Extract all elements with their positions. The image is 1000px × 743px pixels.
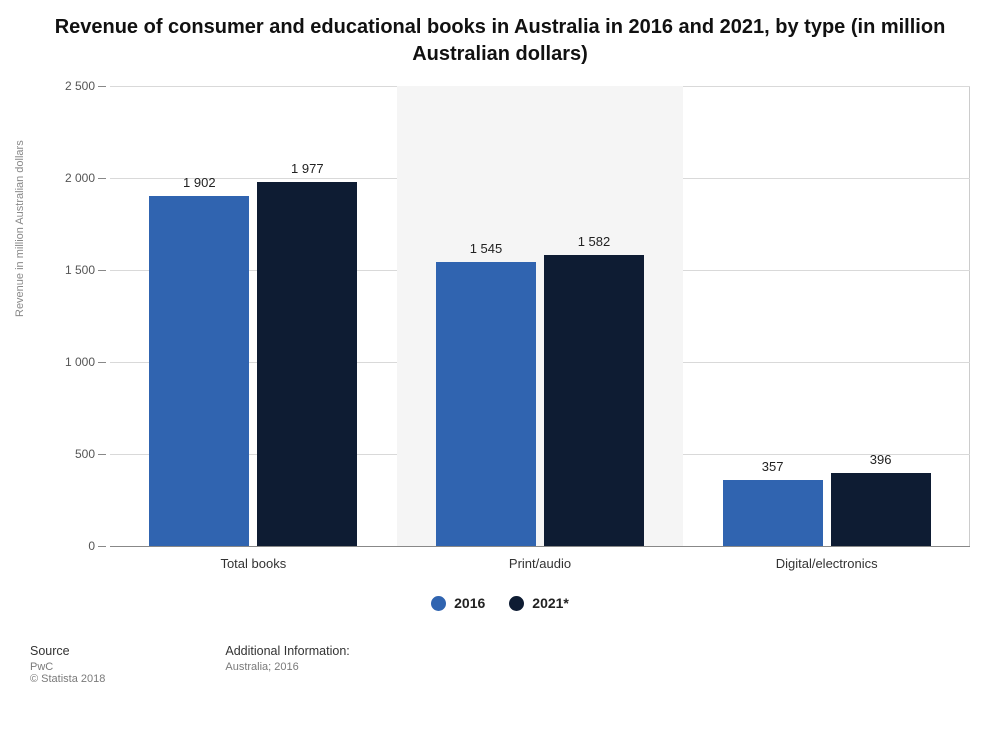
footer-additional-line: Australia; 2016 (225, 661, 349, 673)
footer-additional: Additional Information: Australia; 2016 (225, 644, 349, 685)
chart: Revenue in million Australian dollars 05… (30, 86, 970, 547)
bar: 1 977 (257, 182, 357, 546)
legend-label: 2016 (454, 595, 485, 611)
footer-source: Source PwC © Statista 2018 (30, 644, 105, 685)
footer: Source PwC © Statista 2018 Additional In… (30, 644, 970, 685)
bar-value-label: 1 582 (544, 234, 644, 249)
footer-source-line: © Statista 2018 (30, 673, 105, 685)
y-tick-label: 1 000 (40, 355, 95, 369)
bar-value-label: 1 977 (257, 161, 357, 176)
bar: 1 582 (544, 255, 644, 546)
bar-value-label: 396 (831, 452, 931, 467)
footer-additional-heading: Additional Information: (225, 644, 349, 658)
legend-swatch (509, 596, 524, 611)
y-tick-label: 0 (40, 539, 95, 553)
bar: 1 902 (149, 196, 249, 546)
chart-title: Revenue of consumer and educational book… (0, 0, 1000, 68)
bar: 1 545 (436, 262, 536, 546)
bar-value-label: 1 545 (436, 241, 536, 256)
x-tick-label: Print/audio (509, 546, 571, 571)
y-tick-label: 500 (40, 447, 95, 461)
y-tick (98, 362, 106, 363)
x-tick-label: Digital/electronics (776, 546, 878, 571)
y-tick (98, 86, 106, 87)
y-tick-label: 2 000 (40, 171, 95, 185)
plot-right-border (969, 86, 970, 546)
y-tick (98, 270, 106, 271)
plot-area: 05001 0001 5002 0002 500Total books1 902… (110, 86, 970, 547)
legend: 2016 2021* (0, 595, 1000, 614)
bar-value-label: 1 902 (149, 175, 249, 190)
legend-item: 2021* (509, 595, 569, 611)
y-tick-label: 2 500 (40, 79, 95, 93)
y-tick-label: 1 500 (40, 263, 95, 277)
y-tick (98, 546, 106, 547)
legend-label: 2021* (532, 595, 569, 611)
y-axis-label: Revenue in million Australian dollars (14, 140, 26, 317)
bar: 357 (723, 480, 823, 546)
footer-source-heading: Source (30, 644, 105, 658)
bar: 396 (831, 473, 931, 546)
bar-value-label: 357 (723, 459, 823, 474)
legend-item: 2016 (431, 595, 485, 611)
footer-source-line: PwC (30, 661, 105, 673)
x-tick-label: Total books (220, 546, 286, 571)
legend-swatch (431, 596, 446, 611)
y-tick (98, 178, 106, 179)
y-tick (98, 454, 106, 455)
